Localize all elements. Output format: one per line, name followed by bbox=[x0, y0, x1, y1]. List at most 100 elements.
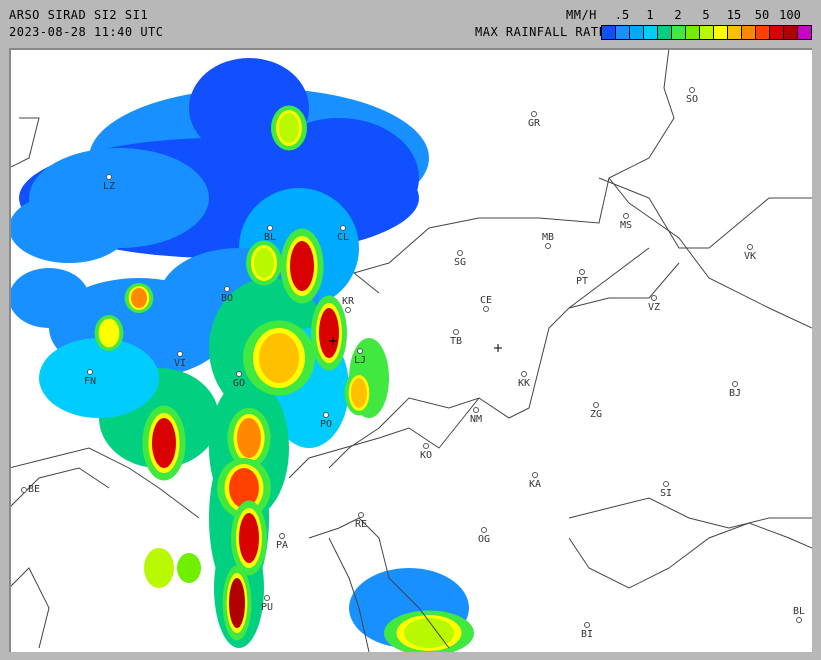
scale-cell bbox=[714, 26, 728, 39]
timestamp: 2023-08-28 11:40 UTC bbox=[9, 25, 164, 39]
scale-cell bbox=[770, 26, 784, 39]
city-dot-icon bbox=[689, 87, 695, 93]
scale-cell bbox=[798, 26, 811, 39]
city-label: PU bbox=[261, 602, 274, 613]
legend-label: MAX RAINFALL RATE bbox=[475, 25, 607, 39]
scale-cell bbox=[784, 26, 798, 39]
city-dot-icon bbox=[224, 286, 230, 292]
city-dot-icon bbox=[21, 487, 27, 493]
rain-echo bbox=[290, 241, 314, 291]
city-dot-icon bbox=[481, 527, 487, 533]
city-dot-icon bbox=[473, 407, 479, 413]
city-label: BL bbox=[264, 232, 277, 243]
city-dot-icon bbox=[521, 371, 527, 377]
city-label: MB bbox=[542, 232, 555, 243]
border-line bbox=[11, 447, 200, 519]
city-label: VZ bbox=[648, 302, 661, 313]
legend-tick: 2 bbox=[674, 8, 682, 22]
rain-echo bbox=[229, 578, 245, 628]
city-dot-icon bbox=[267, 225, 273, 231]
city-label: FN bbox=[84, 376, 97, 387]
city-dot-icon bbox=[453, 329, 459, 335]
city-dot-icon bbox=[264, 595, 270, 601]
rain-echo bbox=[404, 618, 454, 648]
border-line bbox=[11, 467, 110, 507]
border-line bbox=[598, 177, 812, 249]
border-line bbox=[328, 537, 370, 652]
rain-echo bbox=[152, 418, 176, 468]
city-dot-icon bbox=[87, 369, 93, 375]
city-label: ZG bbox=[590, 409, 603, 420]
rain-echo bbox=[229, 468, 259, 508]
product-title: ARSO SIRAD SI2 SI1 bbox=[9, 8, 149, 22]
scale-cell bbox=[756, 26, 770, 39]
city-dot-icon bbox=[651, 295, 657, 301]
scale-cell bbox=[686, 26, 700, 39]
border-line bbox=[568, 262, 680, 309]
city-dot-icon bbox=[531, 111, 537, 117]
city-dot-icon bbox=[732, 381, 738, 387]
rain-echo bbox=[11, 268, 89, 328]
radar-map[interactable]: GR SO LZ BL CL MB SG MS VK PT VZ BO KR CE TB VI LJ KK FN GO… bbox=[9, 48, 812, 652]
city-dot-icon bbox=[357, 348, 363, 354]
rain-echo bbox=[177, 553, 201, 583]
city-label: SG bbox=[454, 257, 467, 268]
city-label: CE bbox=[480, 295, 493, 306]
legend-tick: 5 bbox=[702, 8, 710, 22]
city-label: KK bbox=[518, 378, 531, 389]
city-label: PO bbox=[320, 419, 333, 430]
city-dot-icon bbox=[340, 225, 346, 231]
legend-tick: 100 bbox=[779, 8, 801, 22]
city-dot-icon bbox=[584, 622, 590, 628]
city-label: CL bbox=[337, 232, 350, 243]
city-label: SO bbox=[686, 94, 699, 105]
radar-layer bbox=[11, 50, 812, 652]
city-dot-icon bbox=[663, 481, 669, 487]
city-label: BL bbox=[793, 606, 806, 617]
city-label: VI bbox=[174, 358, 187, 369]
city-dot-icon bbox=[545, 243, 551, 249]
rain-echo bbox=[239, 513, 259, 563]
legend-tick: 1 bbox=[646, 8, 654, 22]
border-line bbox=[352, 50, 675, 294]
border-line bbox=[308, 517, 450, 649]
city-dot-icon bbox=[358, 512, 364, 518]
city-label: GR bbox=[528, 118, 541, 129]
rain-echo bbox=[101, 321, 117, 345]
city-label: NM bbox=[470, 414, 483, 425]
rain-echo bbox=[39, 338, 159, 418]
rain-echo bbox=[259, 333, 299, 383]
rain-echo bbox=[351, 378, 367, 408]
city-label: BJ bbox=[729, 388, 742, 399]
city-dot-icon bbox=[106, 174, 112, 180]
city-dot-icon bbox=[747, 244, 753, 250]
scale-cell bbox=[728, 26, 742, 39]
rain-echo bbox=[131, 288, 147, 308]
city-dot-icon bbox=[236, 371, 242, 377]
city-label: VK bbox=[744, 251, 757, 262]
border-line bbox=[568, 497, 812, 529]
city-label: LJ bbox=[354, 355, 367, 366]
legend-tick: 15 bbox=[726, 8, 742, 22]
legend-unit: MM/H bbox=[566, 8, 597, 22]
rain-echo bbox=[144, 548, 174, 588]
city-label: OG bbox=[478, 534, 491, 545]
scale-cell bbox=[672, 26, 686, 39]
scale-cell bbox=[742, 26, 756, 39]
border-line bbox=[608, 177, 812, 329]
city-label: MS bbox=[620, 220, 633, 231]
city-label: LZ bbox=[103, 181, 116, 192]
scale-cell bbox=[700, 26, 714, 39]
rain-echo bbox=[11, 193, 129, 263]
scale-cell bbox=[658, 26, 672, 39]
city-dot-icon bbox=[483, 306, 489, 312]
city-dot-icon bbox=[593, 402, 599, 408]
rain-echo bbox=[237, 418, 261, 458]
scale-cell bbox=[644, 26, 658, 39]
city-dot-icon bbox=[177, 351, 183, 357]
city-label: KR bbox=[342, 296, 355, 307]
city-dot-icon bbox=[279, 533, 285, 539]
scale-cell bbox=[616, 26, 630, 39]
city-label: KA bbox=[529, 479, 542, 490]
rain-echo bbox=[319, 308, 339, 358]
